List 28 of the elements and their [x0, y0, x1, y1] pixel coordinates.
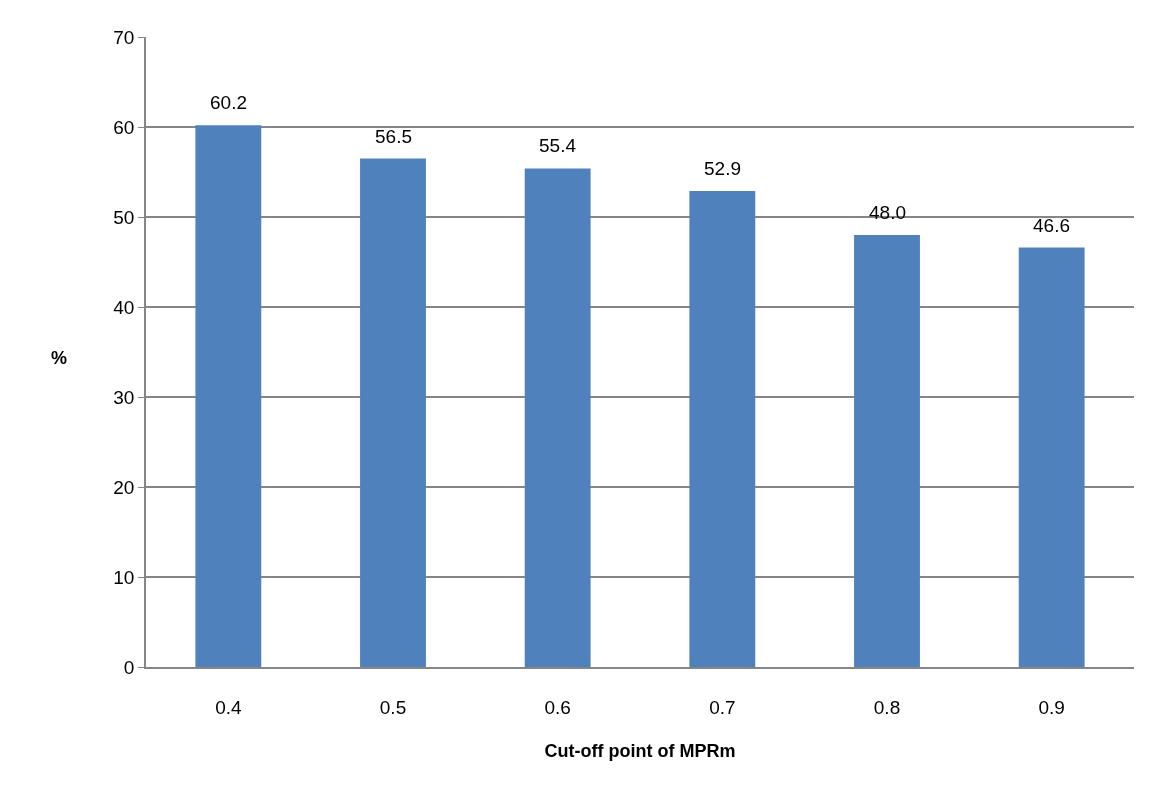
- data-label: 55.4: [539, 135, 577, 156]
- bar: [854, 235, 920, 667]
- x-axis-title: Cut-off point of MPRm: [544, 741, 736, 762]
- y-tick-label: 70: [113, 26, 135, 48]
- x-tick-label: 0.8: [873, 696, 901, 718]
- y-tick-label: 60: [113, 116, 135, 138]
- bar: [1018, 247, 1085, 667]
- bar: [195, 125, 262, 667]
- data-label: 52.9: [704, 158, 741, 179]
- data-label: 46.6: [1033, 215, 1070, 236]
- x-tick-label: 0.5: [379, 696, 407, 718]
- y-tick-label: 50: [113, 206, 135, 228]
- x-tick-label: 0.6: [544, 696, 571, 718]
- y-tick-label: 30: [113, 386, 135, 408]
- x-tick-label: 0.7: [709, 696, 736, 718]
- y-tick-label: 40: [113, 296, 135, 318]
- y-tick-label: 20: [113, 476, 135, 498]
- bar: [524, 168, 591, 667]
- bar: [689, 190, 756, 667]
- data-label: 60.2: [210, 92, 247, 113]
- bar: [360, 158, 426, 667]
- data-label: 48.0: [869, 202, 906, 223]
- y-axis-title: %: [51, 348, 68, 368]
- x-tick-label: 0.9: [1038, 696, 1065, 718]
- x-tick-label: 0.4: [215, 696, 242, 718]
- y-tick-label: 10: [113, 566, 135, 588]
- y-tick-label: 0: [123, 656, 135, 678]
- data-label: 56.5: [375, 126, 412, 147]
